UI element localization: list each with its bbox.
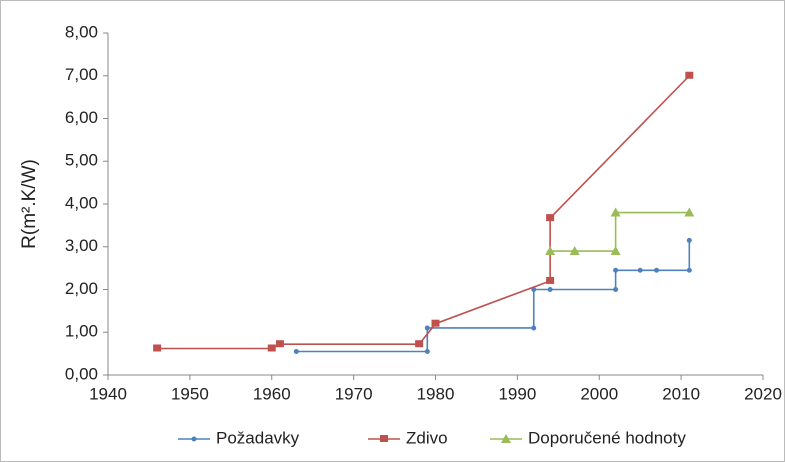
marker	[191, 436, 197, 442]
legend-label: Požadavky	[216, 428, 300, 447]
legend-label: Doporučené hodnoty	[528, 428, 686, 447]
marker	[569, 246, 580, 256]
marker	[610, 246, 621, 256]
y-tick-label: 6,00	[65, 108, 98, 127]
x-tick-label: 1960	[253, 384, 291, 403]
marker	[547, 287, 553, 292]
x-tick-label: 1940	[89, 384, 127, 403]
x-tick-label: 2010	[662, 384, 700, 403]
marker	[531, 325, 537, 331]
marker	[424, 348, 430, 354]
marker	[654, 267, 660, 273]
y-tick-label: 0,00	[65, 364, 98, 383]
marker	[431, 319, 440, 327]
y-tick-label: 3,00	[65, 236, 98, 255]
x-tick-label: 1970	[335, 384, 373, 403]
marker	[545, 246, 556, 256]
marker	[546, 214, 555, 222]
marker	[686, 237, 692, 243]
y-tick-label: 1,00	[65, 322, 98, 341]
marker	[546, 276, 555, 284]
y-tick-label: 5,00	[65, 151, 98, 170]
marker	[686, 267, 692, 273]
marker	[275, 340, 284, 348]
y-tick-label: 2,00	[65, 279, 98, 298]
y-tick-label: 4,00	[65, 193, 98, 212]
marker	[267, 344, 276, 352]
marker	[637, 267, 643, 273]
series-line	[296, 240, 691, 353]
series-line	[550, 211, 690, 252]
series-line	[157, 75, 690, 350]
x-tick-label: 1950	[171, 384, 209, 403]
y-axis-label: R(m².K/W)	[19, 159, 40, 249]
x-tick-label: 2000	[580, 384, 618, 403]
marker	[293, 348, 299, 354]
marker	[613, 267, 619, 273]
marker	[610, 207, 621, 217]
marker	[153, 344, 162, 352]
x-tick-label: 1990	[498, 384, 536, 403]
marker	[685, 71, 694, 79]
y-tick-label: 7,00	[65, 65, 98, 84]
marker	[415, 340, 424, 348]
marker	[424, 325, 430, 331]
marker	[501, 434, 511, 443]
y-tick-label: 8,00	[65, 22, 98, 41]
legend-label: Zdivo	[406, 428, 448, 447]
marker	[684, 207, 695, 217]
x-tick-label: 1980	[417, 384, 455, 403]
marker	[380, 435, 388, 442]
marker	[613, 287, 619, 292]
x-tick-label: 2020	[744, 384, 782, 403]
